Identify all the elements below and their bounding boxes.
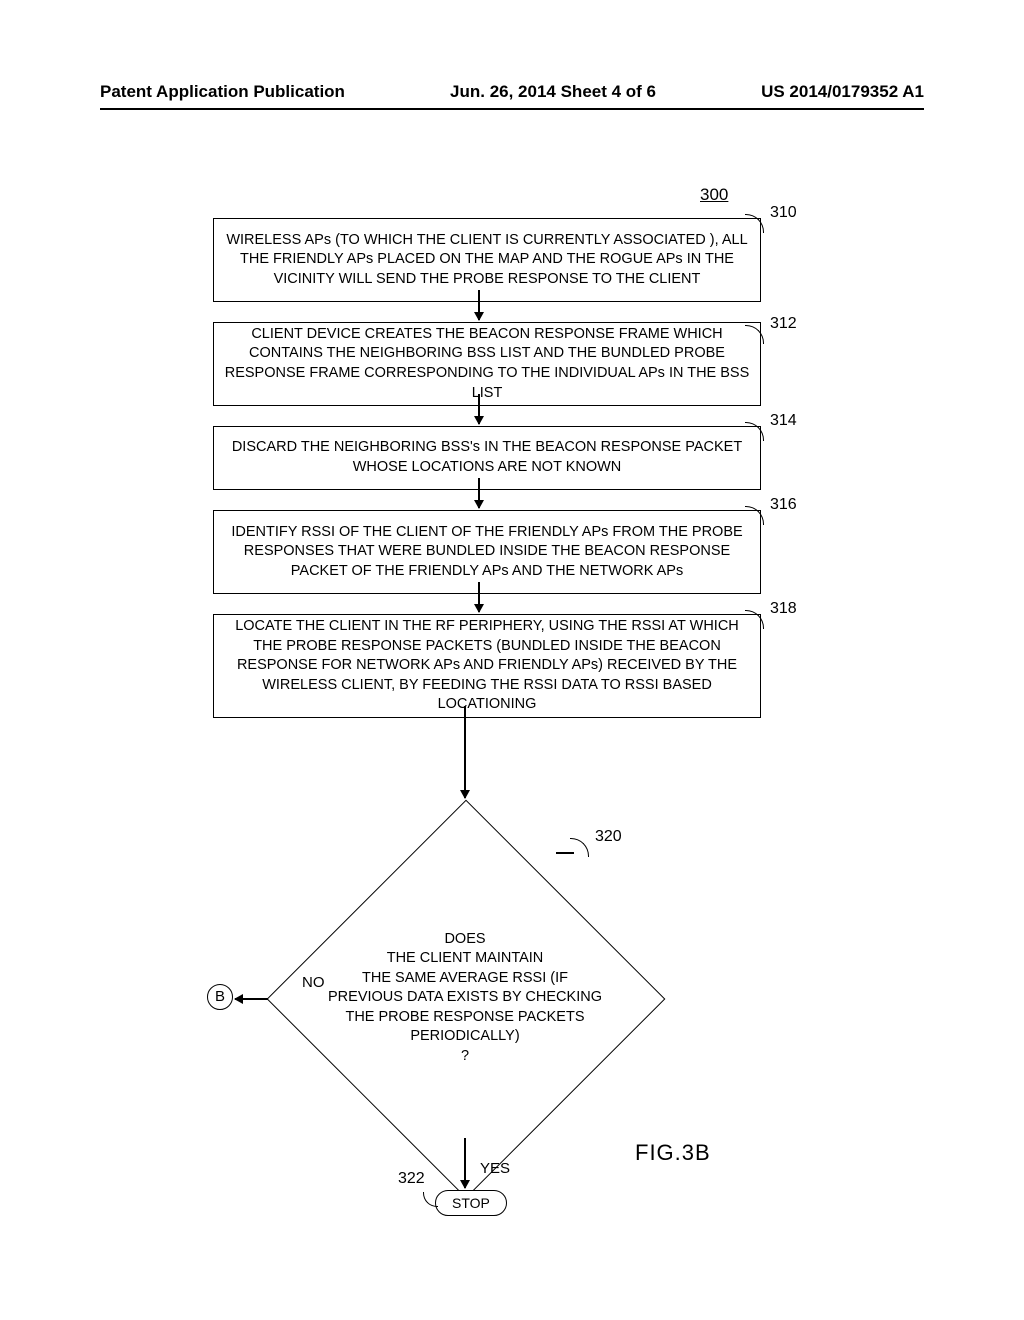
process-box-312: CLIENT DEVICE CREATES THE BEACON RESPONS… — [213, 322, 761, 406]
label-316: 316 — [770, 496, 797, 514]
lead-310 — [745, 214, 764, 233]
label-320: 320 — [595, 828, 622, 846]
arrow-no-b — [235, 998, 268, 1000]
label-322: 322 — [398, 1170, 425, 1188]
page-header: Patent Application Publication Jun. 26, … — [100, 82, 924, 102]
arrow-314-316 — [478, 478, 480, 508]
connector-b: B — [207, 984, 233, 1010]
page: Patent Application Publication Jun. 26, … — [0, 0, 1024, 1320]
arrow-318-320 — [464, 706, 466, 798]
decision-text-wrap: DOES THE CLIENT MAINTAIN THE SAME AVERAG… — [267, 800, 663, 1196]
arrow-310-312 — [478, 290, 480, 320]
no-label: NO — [302, 974, 325, 991]
yes-label: YES — [480, 1160, 510, 1177]
decision-text: DOES THE CLIENT MAINTAIN THE SAME AVERAG… — [328, 930, 602, 1067]
header-mid: Jun. 26, 2014 Sheet 4 of 6 — [450, 82, 656, 102]
label-314: 314 — [770, 412, 797, 430]
process-box-316: IDENTIFY RSSI OF THE CLIENT OF THE FRIEN… — [213, 510, 761, 594]
terminator-stop: STOP — [435, 1190, 507, 1216]
box-318-text: LOCATE THE CLIENT IN THE RF PERIPHERY, U… — [222, 617, 752, 715]
label-318: 318 — [770, 600, 797, 618]
arrow-312-314 — [478, 394, 480, 424]
label-312: 312 — [770, 315, 797, 333]
header-right: US 2014/0179352 A1 — [761, 82, 924, 102]
process-box-318: LOCATE THE CLIENT IN THE RF PERIPHERY, U… — [213, 614, 761, 718]
lead-316 — [745, 506, 764, 525]
arrow-316-318 — [478, 582, 480, 612]
box-316-text: IDENTIFY RSSI OF THE CLIENT OF THE FRIEN… — [222, 523, 752, 582]
header-rule — [100, 108, 924, 110]
reference-number: 300 — [700, 185, 728, 205]
process-box-310: WIRELESS APs (TO WHICH THE CLIENT IS CUR… — [213, 218, 761, 302]
label-310: 310 — [770, 204, 797, 222]
process-box-314: DISCARD THE NEIGHBORING BSS's IN THE BEA… — [213, 426, 761, 490]
lead-312 — [745, 325, 764, 344]
figure-label: FIG.3B — [635, 1140, 711, 1166]
lead-322 — [423, 1192, 438, 1207]
box-314-text: DISCARD THE NEIGHBORING BSS's IN THE BEA… — [222, 438, 752, 477]
arrow-yes-stop — [464, 1138, 466, 1188]
box-312-text: CLIENT DEVICE CREATES THE BEACON RESPONS… — [222, 325, 752, 403]
header-left: Patent Application Publication — [100, 82, 345, 102]
lead-318 — [745, 610, 764, 629]
box-310-text: WIRELESS APs (TO WHICH THE CLIENT IS CUR… — [222, 231, 752, 290]
lead-314 — [745, 422, 764, 441]
